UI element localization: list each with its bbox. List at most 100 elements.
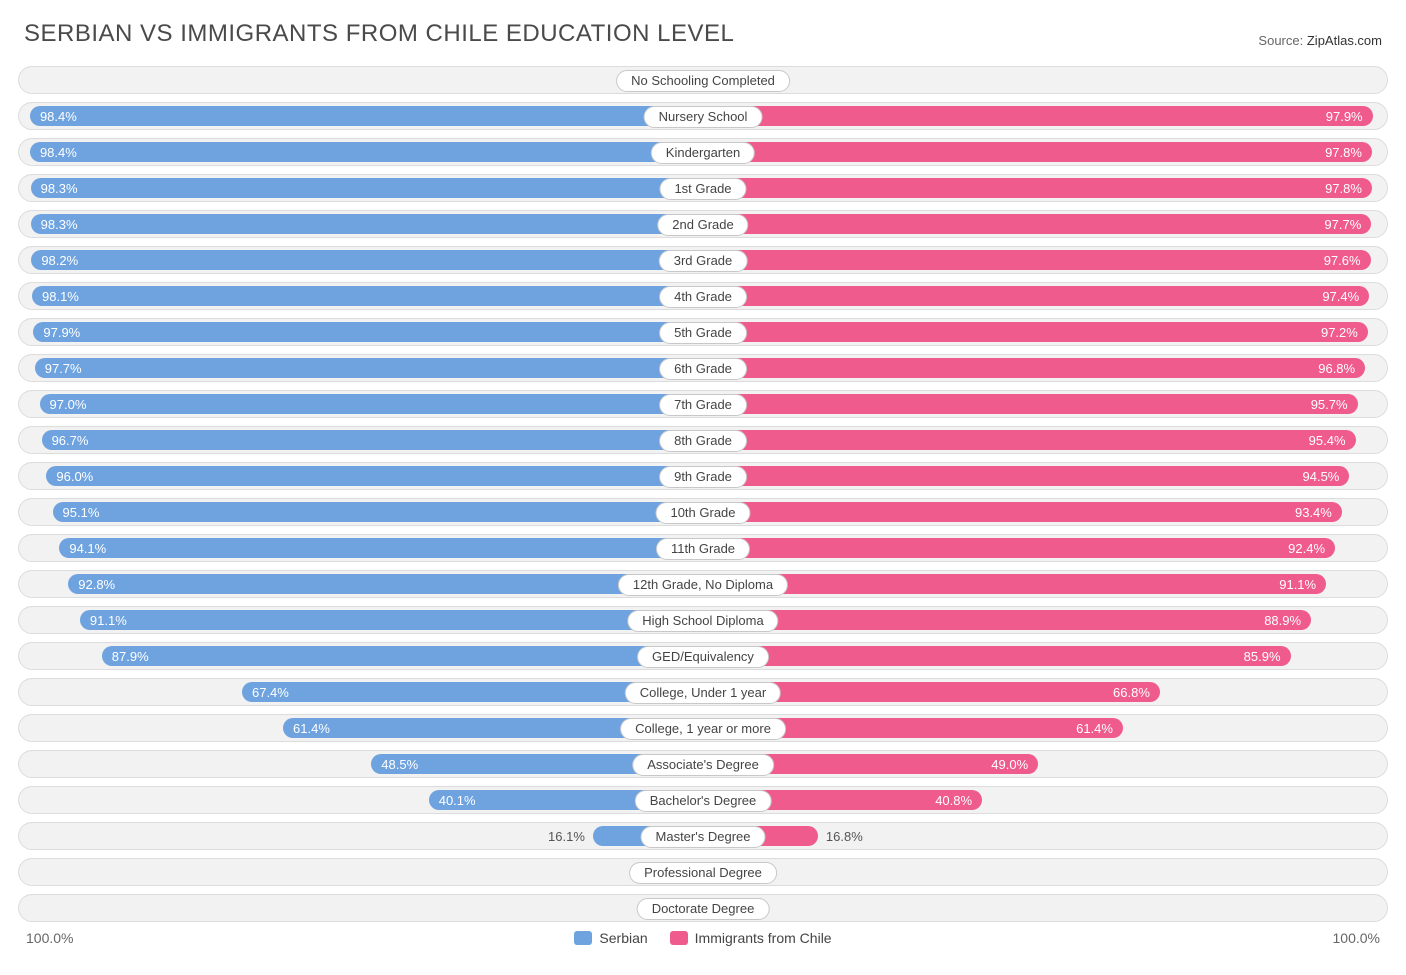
chart-row: 4.8%5.3%Professional Degree — [18, 858, 1388, 886]
value-label-left: 48.5% — [381, 751, 418, 778]
bar-right — [703, 358, 1365, 378]
value-label-left: 97.0% — [50, 391, 87, 418]
value-label-left: 87.9% — [112, 643, 149, 670]
legend-item-serbian: Serbian — [574, 930, 647, 946]
value-label-left: 61.4% — [293, 715, 330, 742]
category-pill: 11th Grade — [656, 538, 750, 560]
value-label-left: 98.4% — [40, 139, 77, 166]
chart-row: 97.7% 96.8% 6th Grade — [18, 354, 1388, 382]
legend-label-left: Serbian — [599, 930, 647, 946]
chart-row: 97.9%97.2%5th Grade — [18, 318, 1388, 346]
chart-header: SERBIAN VS IMMIGRANTS FROM CHILE EDUCATI… — [18, 20, 1388, 48]
value-label-left: 91.1% — [90, 607, 127, 634]
category-pill: College, 1 year or more — [620, 718, 786, 740]
chart-row: 16.1%16.8%Master's Degree — [18, 822, 1388, 850]
bar-left — [31, 178, 703, 198]
axis-left-max: 100.0% — [26, 930, 73, 946]
value-label-left: 40.1% — [439, 787, 476, 814]
chart-row: 96.7%95.4%8th Grade — [18, 426, 1388, 454]
value-label-right: 95.4% — [1309, 427, 1346, 454]
category-pill: College, Under 1 year — [625, 682, 781, 704]
category-pill: 1st Grade — [659, 178, 746, 200]
bar-left — [46, 466, 703, 486]
bar-left — [33, 322, 703, 342]
value-label-right: 16.8% — [826, 823, 863, 850]
chart-row: 98.1%97.4%4th Grade — [18, 282, 1388, 310]
legend-swatch-left — [574, 931, 592, 945]
category-pill: High School Diploma — [627, 610, 778, 632]
value-label-right: 97.9% — [1326, 103, 1363, 130]
value-label-left: 94.1% — [69, 535, 106, 562]
bar-left — [40, 394, 703, 414]
value-label-right: 94.5% — [1303, 463, 1340, 490]
category-pill: 9th Grade — [659, 466, 747, 488]
bar-left — [32, 286, 703, 306]
category-pill: 5th Grade — [659, 322, 747, 344]
category-pill: Doctorate Degree — [637, 898, 770, 920]
bar-left — [42, 430, 703, 450]
bar-left — [30, 142, 703, 162]
bar-left — [102, 646, 703, 666]
legend-swatch-right — [670, 931, 688, 945]
bar-right — [703, 466, 1349, 486]
diverging-bar-chart: 1.7%2.2%No Schooling Completed 98.4% 97.9%… — [18, 66, 1388, 922]
category-pill: Nursery School — [644, 106, 763, 128]
bar-right — [703, 142, 1372, 162]
bar-right — [703, 322, 1368, 342]
chart-row: 98.3%97.8%1st Grade — [18, 174, 1388, 202]
value-label-right: 85.9% — [1244, 643, 1281, 670]
value-label-left: 98.3% — [41, 175, 78, 202]
category-pill: 2nd Grade — [657, 214, 748, 236]
value-label-left: 98.3% — [41, 211, 78, 238]
value-label-left: 96.7% — [52, 427, 89, 454]
value-label-right: 92.4% — [1288, 535, 1325, 562]
bar-right — [703, 646, 1291, 666]
category-pill: 3rd Grade — [659, 250, 748, 272]
value-label-right: 97.4% — [1322, 283, 1359, 310]
value-label-right: 96.8% — [1318, 355, 1355, 382]
chart-row: 92.8%91.1%12th Grade, No Diploma — [18, 570, 1388, 598]
value-label-right: 91.1% — [1279, 571, 1316, 598]
source-value: ZipAtlas.com — [1307, 33, 1382, 48]
chart-footer: 100.0% Serbian Immigrants from Chile 100… — [18, 930, 1388, 946]
value-label-right: 97.8% — [1325, 139, 1362, 166]
bar-left — [31, 250, 703, 270]
bar-right — [703, 250, 1371, 270]
category-pill: Associate's Degree — [632, 754, 774, 776]
category-pill: No Schooling Completed — [616, 70, 790, 92]
value-label-right: 93.4% — [1295, 499, 1332, 526]
bar-right — [703, 178, 1372, 198]
axis-right-max: 100.0% — [1333, 930, 1380, 946]
bar-right — [703, 502, 1342, 522]
value-label-right: 97.6% — [1324, 247, 1361, 274]
category-pill: GED/Equivalency — [637, 646, 769, 668]
bar-right — [703, 538, 1335, 558]
value-label-right: 66.8% — [1113, 679, 1150, 706]
chart-row: 98.4%97.9%Nursery School — [18, 102, 1388, 130]
legend: Serbian Immigrants from Chile — [574, 930, 831, 946]
bar-right — [703, 394, 1358, 414]
category-pill: Master's Degree — [641, 826, 766, 848]
chart-row: 95.1%93.4%10th Grade — [18, 498, 1388, 526]
value-label-left: 96.0% — [56, 463, 93, 490]
value-label-right: 61.4% — [1076, 715, 1113, 742]
bar-right — [703, 430, 1356, 450]
category-pill: 4th Grade — [659, 286, 747, 308]
value-label-right: 88.9% — [1264, 607, 1301, 634]
bar-left — [35, 358, 703, 378]
bar-left — [59, 538, 703, 558]
category-pill: Bachelor's Degree — [635, 790, 772, 812]
chart-source: Source: ZipAtlas.com — [1258, 33, 1382, 48]
bar-right — [703, 106, 1373, 126]
value-label-left: 67.4% — [252, 679, 289, 706]
chart-row: 1.7%2.2%No Schooling Completed — [18, 66, 1388, 94]
value-label-left: 92.8% — [78, 571, 115, 598]
value-label-left: 98.2% — [41, 247, 78, 274]
value-label-left: 97.7% — [45, 355, 82, 382]
bar-left — [31, 214, 703, 234]
chart-row: 48.5%49.0%Associate's Degree — [18, 750, 1388, 778]
chart-row: 98.2% 97.6% 3rd Grade — [18, 246, 1388, 274]
bar-left — [30, 106, 703, 126]
bar-left — [80, 610, 703, 630]
category-pill: 6th Grade — [659, 358, 747, 380]
